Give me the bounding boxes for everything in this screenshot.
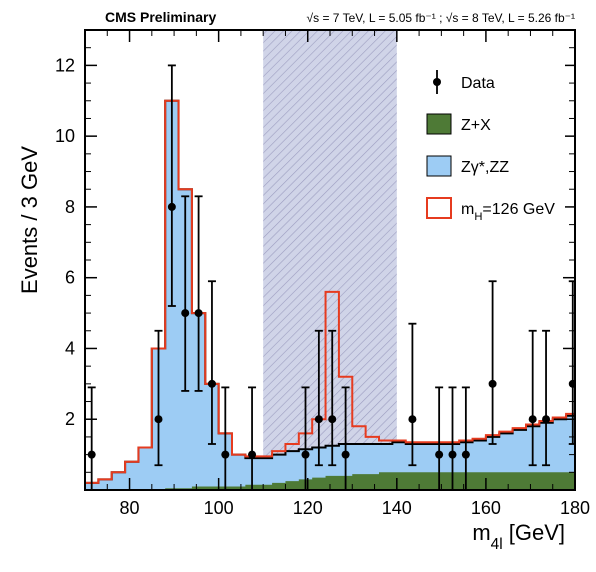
cms-label: CMS Preliminary <box>105 9 216 25</box>
legend-label: Data <box>461 75 495 92</box>
data-point <box>155 415 163 423</box>
legend-label: Zγ*,ZZ <box>461 159 509 176</box>
data-point <box>462 451 470 459</box>
x-tick-label: 160 <box>471 498 501 518</box>
y-tick-label: 8 <box>65 197 75 217</box>
data-point <box>435 451 443 459</box>
data-point <box>542 415 550 423</box>
lumi-label: √s = 7 TeV, L = 5.05 fb⁻¹ ; √s = 8 TeV, … <box>307 11 575 25</box>
y-tick-label: 12 <box>55 55 75 75</box>
y-tick-label: 2 <box>65 409 75 429</box>
data-point <box>449 451 457 459</box>
data-point <box>302 451 310 459</box>
data-point <box>342 451 350 459</box>
plot-canvas: 8010012014016018024681012m4l [GeV]Events… <box>0 0 596 572</box>
x-tick-label: 100 <box>204 498 234 518</box>
x-tick-label: 180 <box>560 498 590 518</box>
legend-label: Z+X <box>461 117 491 134</box>
data-point <box>168 203 176 211</box>
data-point <box>195 309 203 317</box>
data-point <box>328 415 336 423</box>
data-point <box>248 451 256 459</box>
data-point <box>408 415 416 423</box>
y-tick-label: 10 <box>55 126 75 146</box>
y-axis-label: Events / 3 GeV <box>17 146 42 294</box>
data-point <box>315 415 323 423</box>
data-point <box>529 415 537 423</box>
data-point <box>221 451 229 459</box>
data-point <box>489 380 497 388</box>
data-point <box>208 380 216 388</box>
y-tick-label: 4 <box>65 338 75 358</box>
x-tick-label: 140 <box>382 498 412 518</box>
y-tick-label: 6 <box>65 268 75 288</box>
data-point <box>181 309 189 317</box>
x-tick-label: 120 <box>293 498 323 518</box>
x-tick-label: 80 <box>120 498 140 518</box>
